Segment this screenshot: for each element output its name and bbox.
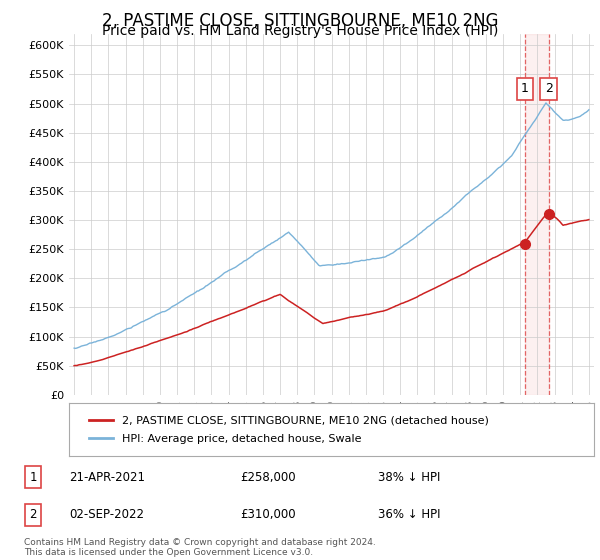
Text: 2: 2 [29, 508, 37, 521]
Text: 21-APR-2021: 21-APR-2021 [69, 470, 145, 484]
Legend: 2, PASTIME CLOSE, SITTINGBOURNE, ME10 2NG (detached house), HPI: Average price, : 2, PASTIME CLOSE, SITTINGBOURNE, ME10 2N… [80, 406, 498, 454]
Text: 2: 2 [545, 82, 553, 95]
Text: Contains HM Land Registry data © Crown copyright and database right 2024.
This d: Contains HM Land Registry data © Crown c… [24, 538, 376, 557]
Text: £310,000: £310,000 [240, 508, 296, 521]
Text: 36% ↓ HPI: 36% ↓ HPI [378, 508, 440, 521]
Text: 38% ↓ HPI: 38% ↓ HPI [378, 470, 440, 484]
Text: 1: 1 [29, 470, 37, 484]
Text: Price paid vs. HM Land Registry's House Price Index (HPI): Price paid vs. HM Land Registry's House … [102, 24, 498, 38]
Bar [525, 34, 549, 395]
Text: £258,000: £258,000 [240, 470, 296, 484]
Text: 02-SEP-2022: 02-SEP-2022 [69, 508, 144, 521]
Text: 2, PASTIME CLOSE, SITTINGBOURNE, ME10 2NG: 2, PASTIME CLOSE, SITTINGBOURNE, ME10 2N… [102, 12, 498, 30]
Text: 1: 1 [521, 82, 529, 95]
